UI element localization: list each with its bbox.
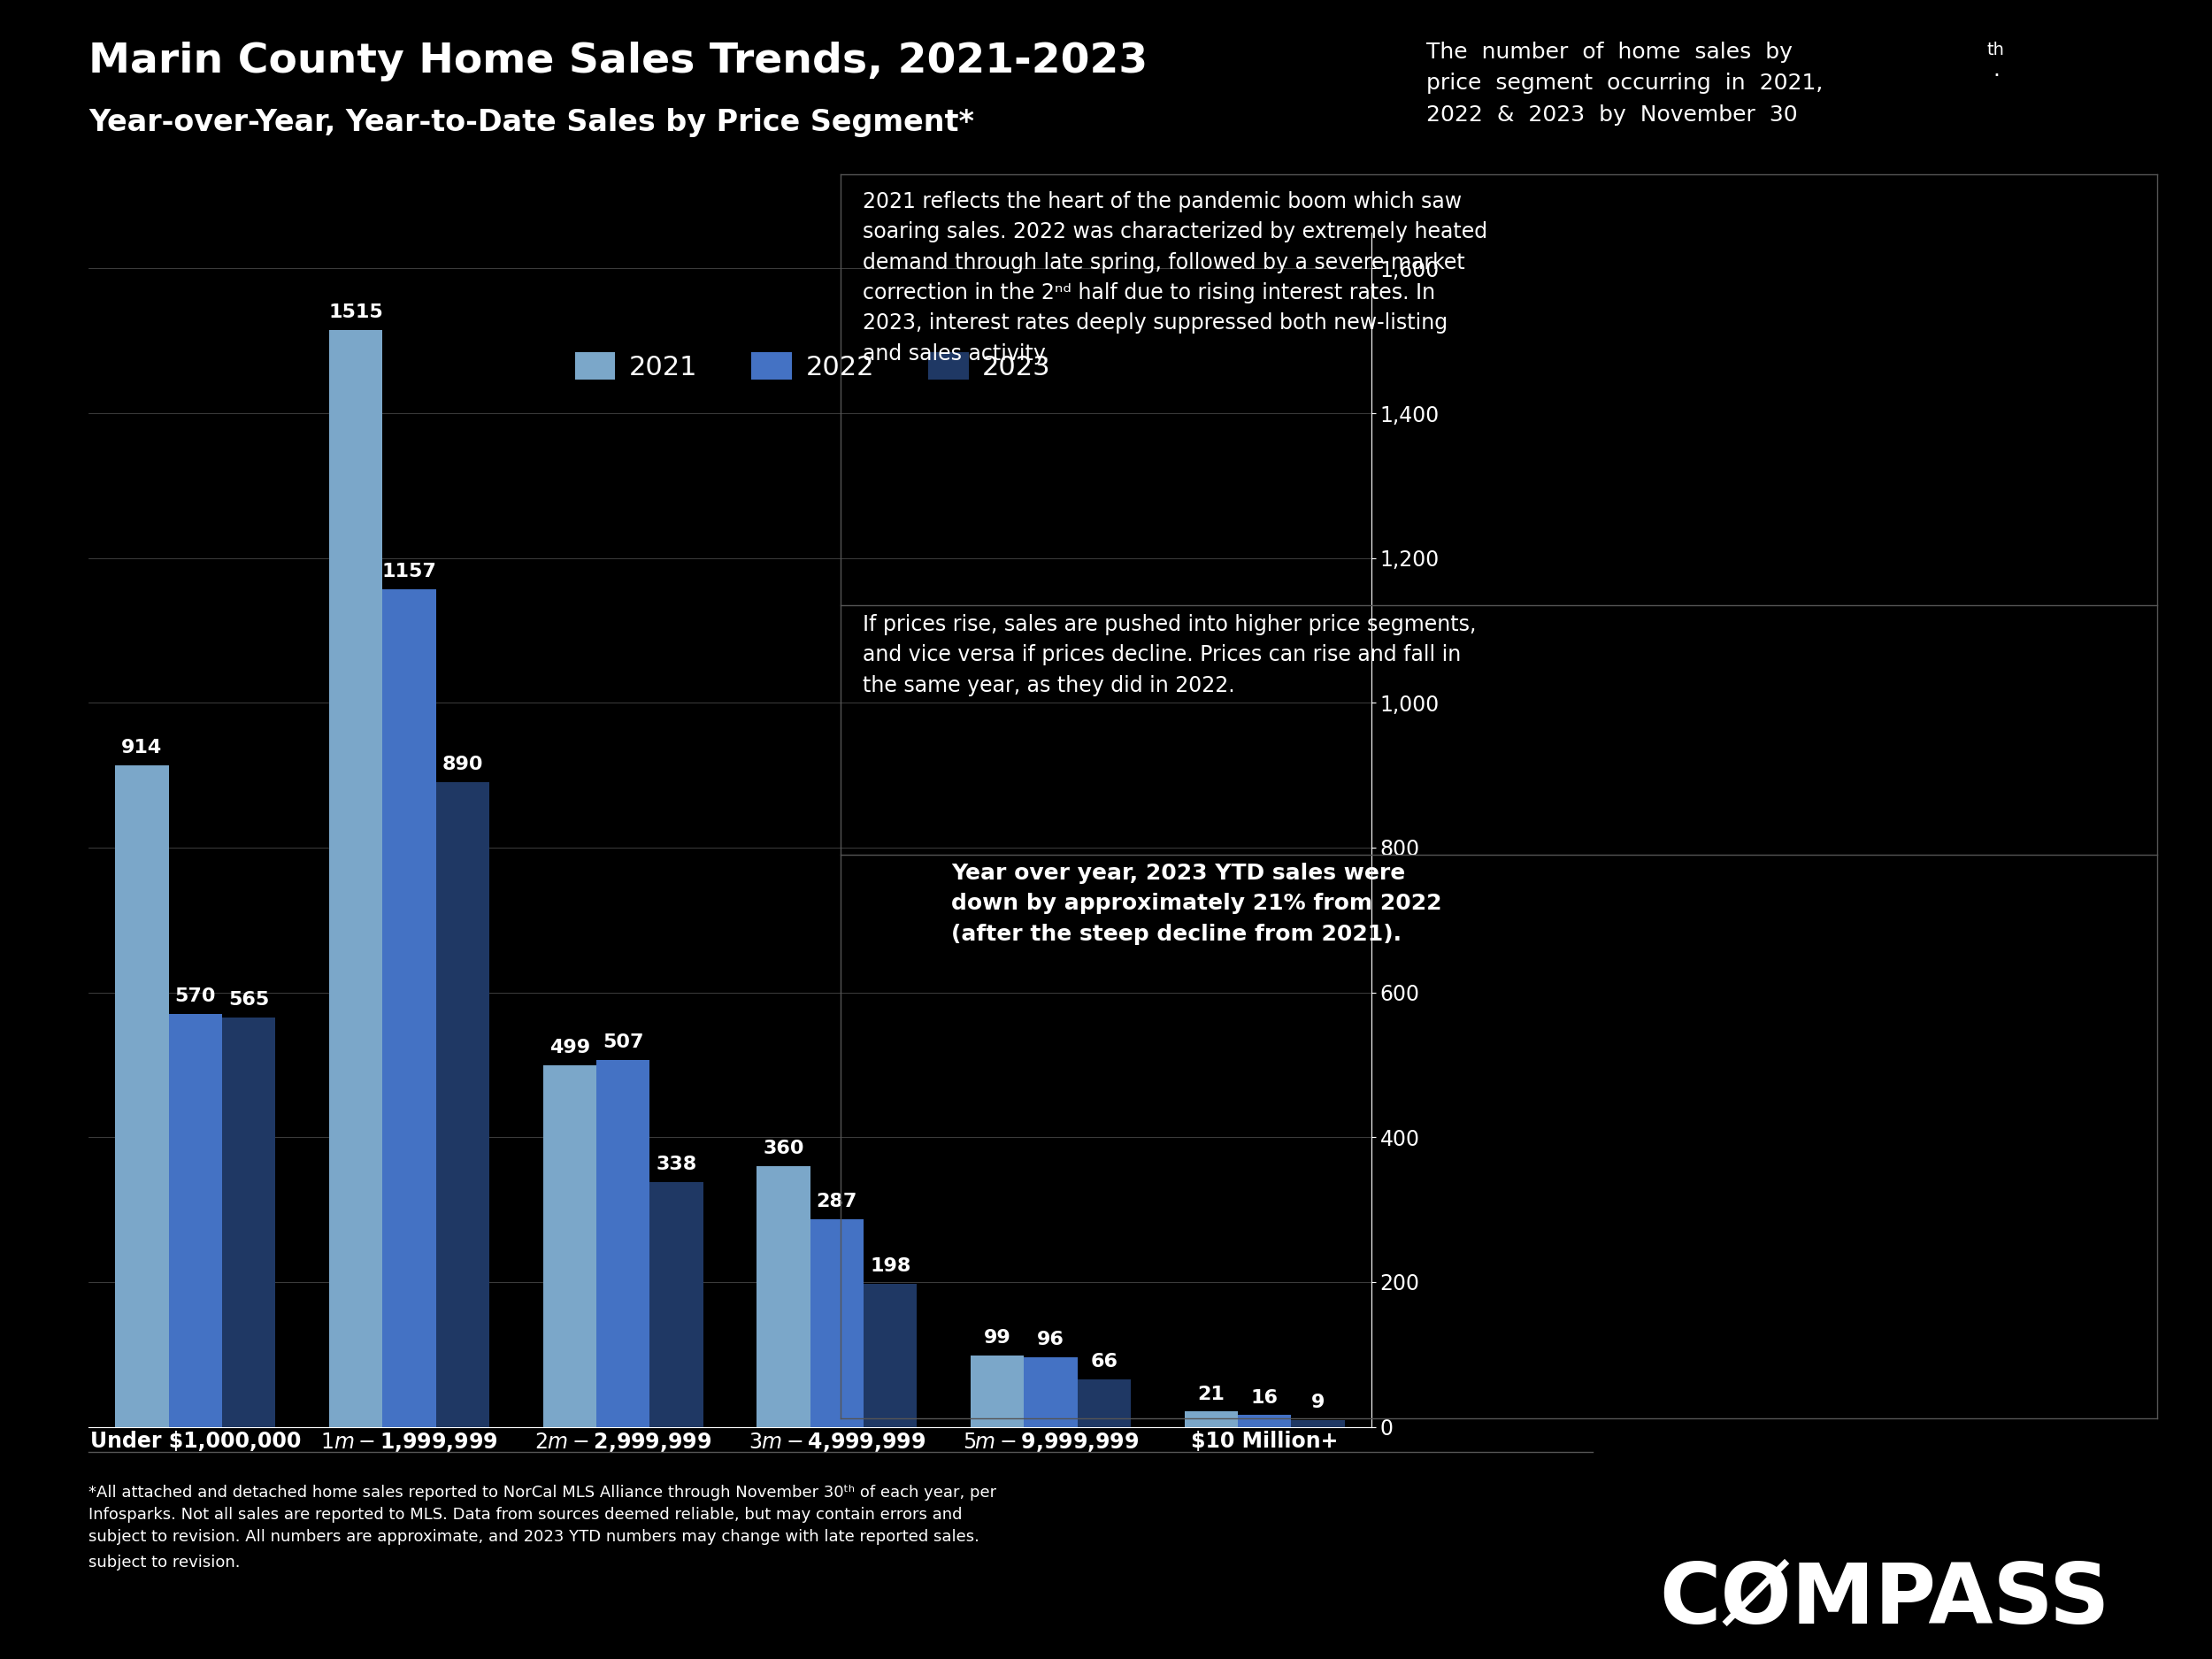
Bar [757, 1166, 810, 1427]
Text: 9: 9 [1312, 1394, 1325, 1412]
Bar [1024, 1357, 1077, 1427]
Text: Year-over-Year, Year-to-Date Sales by Price Segment*: Year-over-Year, Year-to-Date Sales by Pr… [88, 108, 973, 138]
Bar [971, 1355, 1024, 1427]
Text: th: th [1986, 41, 2004, 58]
Text: Year over year, 2023 YTD sales were
down by approximately 21% from 2022
(after t: Year over year, 2023 YTD sales were down… [951, 863, 1442, 946]
Bar [1292, 1420, 1345, 1427]
Text: 96: 96 [1037, 1331, 1064, 1349]
Text: *All attached and detached home sales reported to NorCal MLS Alliance through No: *All attached and detached home sales re… [88, 1485, 995, 1545]
Text: 16: 16 [1250, 1389, 1279, 1407]
Text: 570: 570 [175, 987, 217, 1005]
Text: The  number  of  home  sales  by
price  segment  occurring  in  2021,
2022  &  2: The number of home sales by price segmen… [1427, 41, 1823, 126]
Text: 507: 507 [602, 1034, 644, 1052]
Text: 287: 287 [816, 1193, 858, 1211]
Bar [597, 1060, 650, 1427]
Text: 360: 360 [763, 1140, 803, 1158]
Bar [1077, 1379, 1130, 1427]
Text: 2021 reflects the heart of the pandemic boom which saw
soaring sales. 2022 was c: 2021 reflects the heart of the pandemic … [863, 191, 1486, 365]
Text: 1515: 1515 [327, 304, 383, 322]
Legend: 2021, 2022, 2023: 2021, 2022, 2023 [564, 342, 1062, 392]
Bar [863, 1284, 918, 1427]
Text: 99: 99 [984, 1329, 1011, 1347]
Bar [542, 1065, 597, 1427]
Bar [436, 783, 489, 1427]
Text: 198: 198 [869, 1258, 911, 1274]
Text: 1157: 1157 [383, 562, 436, 581]
Bar [221, 1017, 276, 1427]
Bar [1239, 1415, 1292, 1427]
Text: If prices rise, sales are pushed into higher price segments,
and vice versa if p: If prices rise, sales are pushed into hi… [863, 614, 1475, 697]
Text: 914: 914 [122, 738, 161, 757]
Bar [810, 1219, 863, 1427]
Text: .: . [1993, 60, 2000, 81]
Bar [115, 765, 168, 1427]
Bar [330, 330, 383, 1427]
Text: 338: 338 [657, 1156, 697, 1173]
Text: Marin County Home Sales Trends, 2021-2023: Marin County Home Sales Trends, 2021-202… [88, 41, 1148, 81]
Text: 499: 499 [549, 1039, 591, 1057]
Text: 890: 890 [442, 757, 482, 773]
Bar [168, 1014, 221, 1427]
Bar [650, 1183, 703, 1427]
Text: 565: 565 [228, 992, 270, 1009]
Bar [1183, 1412, 1239, 1427]
Text: subject to revision.: subject to revision. [88, 1554, 246, 1571]
Text: CØMPASS: CØMPASS [1659, 1559, 2110, 1641]
Text: 21: 21 [1197, 1385, 1225, 1404]
Bar [383, 589, 436, 1427]
Text: 66: 66 [1091, 1352, 1117, 1370]
